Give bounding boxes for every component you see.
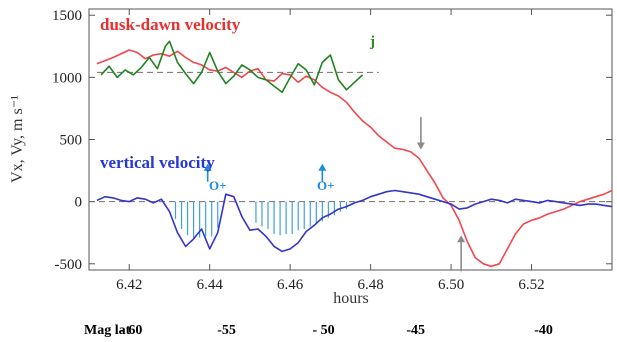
gray-arrow-up-head	[457, 235, 466, 243]
x-tick-label: 6.42	[116, 277, 142, 293]
mag-lat-row: Mag lat - 60 -55 - 50 -45 -40	[84, 323, 553, 338]
x-tick-label: 6.44	[197, 277, 224, 293]
mag-lat-value: -55	[217, 323, 236, 338]
oplus-arrow-2-head	[318, 163, 327, 171]
y-tick-label: 1000	[52, 70, 82, 86]
y-tick-label: -500	[55, 257, 83, 273]
mag-lat-value: - 50	[312, 323, 334, 338]
gray-arrow-down-head	[416, 142, 425, 150]
y-tick-label: 1500	[52, 8, 82, 24]
y-axis-label: Vx, Vy, m s⁻¹	[9, 95, 26, 183]
x-tick-label: 6.46	[277, 277, 304, 293]
arrow-group	[203, 117, 466, 272]
vertical-velocity-label: vertical velocity	[100, 153, 215, 172]
vertical-series-line	[96, 189, 613, 253]
x-axis-label: hours	[333, 290, 369, 307]
mag-lat-label: Mag lat	[84, 323, 131, 338]
y-tick-label: 500	[60, 133, 83, 149]
shaded-bars	[174, 201, 348, 239]
plot-frame	[88, 8, 613, 271]
reference-lines	[89, 71, 612, 203]
y-tick-label: 0	[75, 195, 83, 211]
x-tick-label: 6.52	[518, 277, 544, 293]
dusk-dawn-series-line	[96, 49, 613, 268]
mag-lat-value: -45	[406, 323, 425, 338]
oplus-label-2: O+	[317, 178, 335, 193]
mag-lat-value: - 60	[120, 323, 142, 338]
j-label: j	[369, 34, 375, 50]
oplus-label-1: O+	[209, 178, 227, 193]
series-lines	[96, 40, 613, 268]
oplus-arrow-1-head	[203, 163, 212, 171]
dusk-dawn-velocity-label: dusk-dawn velocity	[100, 15, 241, 34]
x-tick-label: 6.50	[438, 277, 464, 293]
j-series-line	[100, 40, 364, 94]
mag-lat-value: -40	[534, 323, 553, 338]
tick-group	[89, 9, 612, 270]
tick-labels: 6.42 6.44 6.46 6.48 6.50 6.52 -500 0 500 1000 1500	[52, 8, 545, 293]
x-tick-label: 6.48	[357, 277, 383, 293]
